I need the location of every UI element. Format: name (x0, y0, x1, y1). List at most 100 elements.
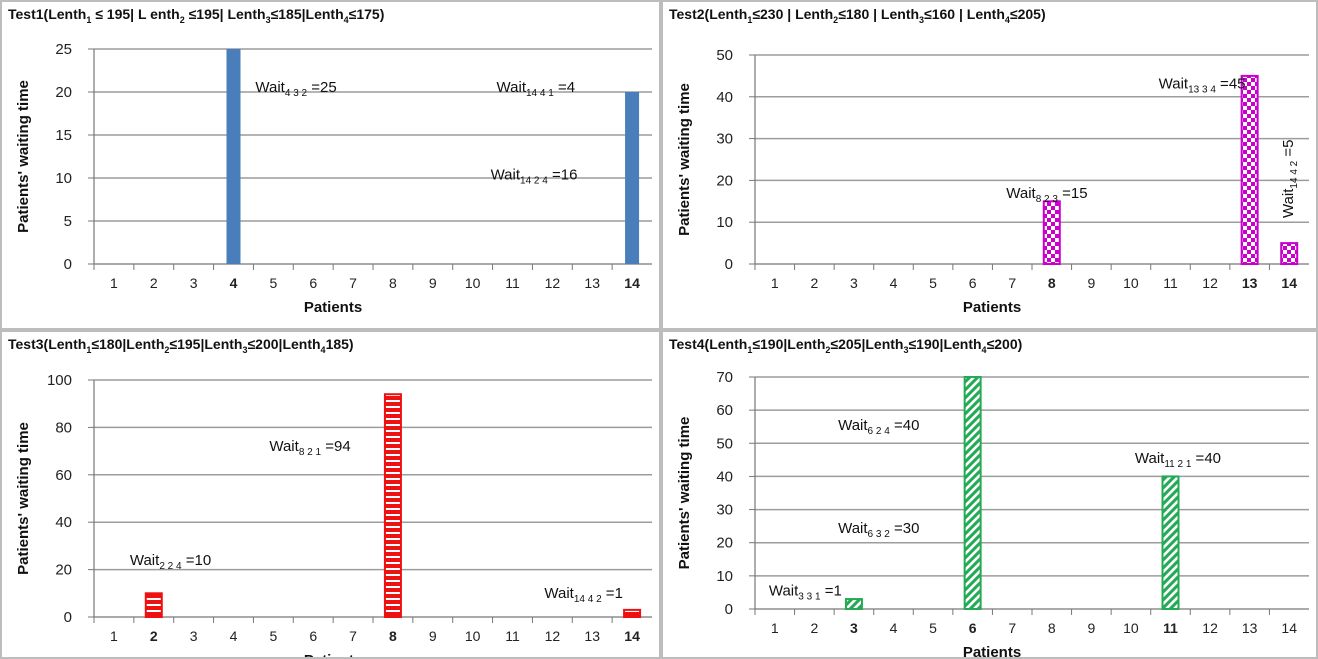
y-tick-label: 50 (716, 47, 733, 64)
y-tick-label: 0 (725, 601, 733, 618)
annotation: Wait6 2 4 =40 (838, 417, 919, 437)
y-tick-label: 0 (725, 256, 733, 273)
annotation: Wait14 2 4 =16 (491, 167, 578, 187)
y-tick-label: 20 (55, 562, 72, 579)
x-tick-label: 3 (190, 275, 198, 291)
annotation: Wait4 3 2 =25 (255, 79, 336, 99)
y-tick-label: 10 (716, 568, 733, 585)
x-tick-label: 12 (545, 275, 561, 291)
x-tick-label: 1 (110, 275, 118, 291)
x-tick-label: 4 (890, 275, 898, 291)
x-tick-label: 13 (584, 628, 600, 644)
y-tick-label: 0 (64, 256, 72, 273)
x-tick-label: 11 (1163, 620, 1178, 636)
x-tick-label: 9 (429, 275, 437, 291)
y-tick-label: 5 (64, 213, 72, 230)
x-tick-label: 8 (389, 628, 397, 644)
x-tick-label: 10 (465, 275, 481, 291)
bar-11 (1161, 475, 1180, 610)
x-tick-label: 12 (1202, 275, 1218, 291)
y-tick-label: 0 (64, 609, 72, 626)
bar-14 (623, 608, 642, 619)
annotation: Wait6 3 2 =30 (838, 520, 919, 540)
annotation: Wait14 4 2 =1 (544, 585, 623, 605)
chart-title-test2: Test2(Lenth1≤230 | Lenth2≤180 | Lenth3≤1… (669, 6, 1046, 25)
bar-14 (1280, 242, 1299, 266)
chart-title-test4: Test4(Lenth1≤190|Lenth2≤205|Lenth3≤190|L… (669, 336, 1023, 355)
x-tick-label: 13 (1242, 275, 1258, 291)
x-axis-label: Patients (963, 299, 1021, 316)
annotation: Wait8 2 1 =94 (269, 438, 350, 458)
x-axis-label: Patients (304, 652, 362, 657)
y-tick-label: 10 (55, 170, 72, 187)
x-tick-label: 6 (309, 628, 317, 644)
x-tick-label: 7 (349, 275, 357, 291)
x-tick-label: 3 (850, 275, 858, 291)
y-tick-label: 40 (716, 468, 733, 485)
x-tick-label: 13 (584, 275, 600, 291)
y-tick-label: 20 (716, 535, 733, 552)
x-tick-label: 2 (150, 275, 158, 291)
annotation: Wait8 2 3 =15 (1006, 185, 1087, 205)
y-axis-label: Patients' waiting time (15, 422, 32, 575)
chart-title-test3: Test3(Lenth1≤180|Lenth2≤195|Lenth3≤200|L… (8, 336, 354, 355)
chart-panel-test1: Test1(Lenth1 ≤ 195| L enth2 ≤195| Lenth3… (0, 0, 661, 330)
x-tick-label: 11 (505, 628, 520, 644)
y-tick-label: 40 (716, 89, 733, 106)
x-tick-label: 6 (969, 275, 977, 291)
x-tick-label: 8 (1048, 275, 1056, 291)
annotation: Wait13 3 4 =45 (1159, 75, 1246, 95)
x-tick-label: 2 (810, 620, 818, 636)
y-tick-label: 50 (716, 435, 733, 452)
y-tick-label: 10 (716, 214, 733, 231)
x-tick-label: 9 (1087, 275, 1095, 291)
x-tick-label: 11 (1163, 275, 1178, 291)
bar-14 (625, 92, 640, 264)
x-tick-label: 5 (929, 275, 937, 291)
y-tick-label: 20 (716, 172, 733, 189)
x-tick-label: 4 (890, 620, 898, 636)
x-tick-label: 11 (505, 275, 520, 291)
y-tick-label: 60 (716, 402, 733, 419)
x-axis-label: Patients (304, 299, 362, 316)
annotation: Wait14 4 1 =4 (497, 79, 576, 99)
x-tick-label: 5 (929, 620, 937, 636)
chart-panel-test3: Test3(Lenth1≤180|Lenth2≤195|Lenth3≤200|L… (0, 330, 661, 659)
y-tick-label: 20 (55, 84, 72, 101)
bar-3 (844, 598, 863, 610)
y-tick-label: 100 (47, 372, 72, 389)
x-tick-label: 1 (771, 620, 779, 636)
x-tick-label: 14 (624, 275, 640, 291)
x-tick-label: 3 (190, 628, 198, 644)
annotation: Wait14 4 2 =5 (1280, 139, 1300, 218)
y-tick-label: 15 (55, 127, 72, 144)
x-tick-label: 7 (1008, 620, 1016, 636)
y-tick-label: 40 (55, 514, 72, 531)
bar-2 (144, 592, 163, 618)
x-tick-label: 12 (545, 628, 561, 644)
x-tick-label: 8 (389, 275, 397, 291)
x-tick-label: 12 (1202, 620, 1218, 636)
annotation: Wait2 2 4 =10 (130, 552, 211, 572)
annotation: Wait3 3 1 =1 (769, 583, 842, 603)
bar-4 (226, 49, 241, 264)
x-tick-label: 7 (349, 628, 357, 644)
x-tick-label: 10 (1123, 620, 1139, 636)
x-tick-label: 4 (230, 628, 238, 644)
y-tick-label: 30 (716, 131, 733, 148)
chart-panel-test2: Test2(Lenth1≤230 | Lenth2≤180 | Lenth3≤1… (661, 0, 1318, 330)
x-tick-label: 3 (850, 620, 858, 636)
bar-6 (963, 376, 982, 610)
chart-title-test1: Test1(Lenth1 ≤ 195| L enth2 ≤195| Lenth3… (8, 6, 385, 25)
annotation: Wait11 2 1 =40 (1135, 450, 1221, 470)
x-tick-label: 5 (269, 275, 277, 291)
bar-13 (1240, 74, 1259, 266)
bar-8 (383, 393, 402, 618)
y-axis-label: Patients' waiting time (676, 83, 693, 236)
x-tick-label: 10 (1123, 275, 1139, 291)
x-tick-label: 8 (1048, 620, 1056, 636)
x-axis-label: Patients (963, 644, 1021, 657)
